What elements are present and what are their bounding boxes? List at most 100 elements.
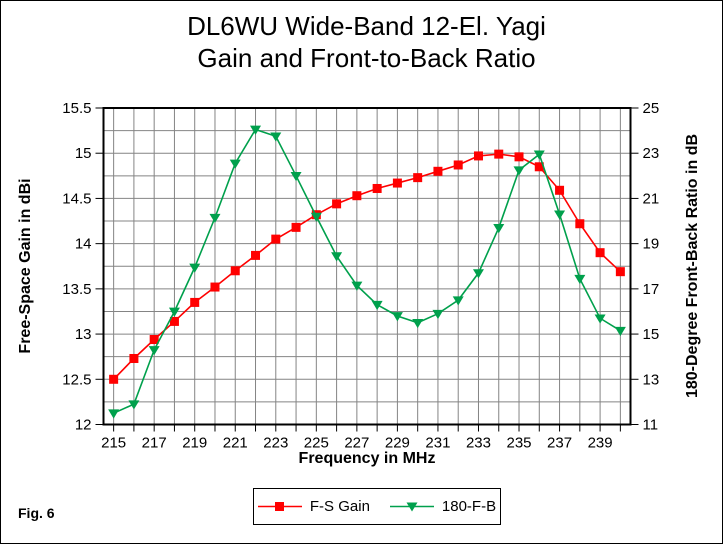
right-tick-label: 13 bbox=[643, 371, 660, 388]
series-1-triangle-marker bbox=[614, 326, 626, 337]
figure-caption: Fig. 6 bbox=[18, 505, 55, 521]
series-0-square-marker bbox=[149, 334, 159, 344]
legend-square-marker bbox=[274, 502, 284, 511]
series-1-triangle-marker bbox=[594, 314, 606, 324]
series-1-triangle-marker bbox=[331, 252, 343, 262]
series-1-triangle-marker bbox=[270, 132, 282, 142]
series-0-square-marker bbox=[555, 185, 565, 195]
chart-title-line-2: Gain and Front-to-Back Ratio bbox=[197, 43, 536, 73]
legend-label-fs-gain: F-S Gain bbox=[309, 498, 370, 515]
series-1-triangle-marker bbox=[493, 224, 505, 234]
series-0-square-marker bbox=[534, 162, 544, 172]
legend: F-S Gain 180-F-B bbox=[253, 488, 501, 525]
square-marker-line-icon bbox=[257, 502, 302, 511]
x-tick-label: 235 bbox=[507, 435, 532, 452]
series-0-square-marker bbox=[433, 166, 443, 176]
series-0-square-marker bbox=[251, 250, 261, 260]
series-0-square-marker bbox=[352, 191, 362, 201]
left-tick-label: 13.5 bbox=[62, 281, 91, 298]
series-1-triangle-marker bbox=[310, 212, 322, 222]
right-tick-label: 25 bbox=[643, 100, 660, 117]
left-tick-label: 12.5 bbox=[62, 371, 91, 388]
left-axis-title: Free-Space Gain in dBi bbox=[17, 178, 34, 354]
series-0-square-marker bbox=[230, 266, 240, 276]
series-0-square-marker bbox=[494, 149, 504, 159]
series-1-triangle-marker bbox=[229, 159, 241, 169]
series-1-triangle-marker bbox=[391, 312, 403, 322]
x-tick-label: 233 bbox=[466, 435, 491, 452]
series-1-triangle-marker bbox=[209, 213, 221, 224]
right-tick-label: 11 bbox=[643, 417, 659, 434]
series-1-triangle-marker bbox=[432, 309, 444, 320]
legend-triangle-marker bbox=[406, 502, 418, 512]
series-1-triangle-marker bbox=[513, 166, 525, 176]
x-tick-label: 215 bbox=[101, 435, 126, 452]
series-1-triangle-marker bbox=[128, 400, 140, 410]
right-tick-label: 21 bbox=[643, 190, 660, 207]
series-0-square-marker bbox=[271, 234, 281, 244]
left-tick-label: 14 bbox=[75, 236, 92, 253]
series-0-square-marker bbox=[190, 297, 200, 307]
triangle-marker-line-icon bbox=[389, 502, 434, 512]
series-1-triangle-marker bbox=[189, 263, 201, 273]
series-1-triangle-marker bbox=[452, 296, 464, 306]
series-1-triangle-marker bbox=[168, 307, 180, 317]
x-axis-title: Frequency in MHz bbox=[298, 450, 436, 467]
series-0-square-marker bbox=[169, 316, 179, 326]
legend-label-180-f-b: 180-F-B bbox=[441, 498, 497, 515]
series-0-square-marker bbox=[129, 353, 139, 363]
right-tick-label: 23 bbox=[643, 145, 660, 162]
series-0-square-marker bbox=[575, 219, 585, 229]
series-1-triangle-marker bbox=[533, 150, 545, 160]
right-axis-title: 180-Degree Front-Back Ratio in dB bbox=[684, 133, 701, 399]
series-1-triangle-marker bbox=[554, 210, 566, 220]
plot-border bbox=[102, 107, 632, 426]
series-0-square-marker bbox=[453, 160, 463, 170]
x-tick-label: 229 bbox=[385, 435, 410, 452]
x-tick-label: 219 bbox=[182, 435, 207, 452]
left-tick-label: 15 bbox=[75, 145, 92, 162]
series-1-triangle-marker bbox=[412, 318, 424, 329]
left-tick-label: 13 bbox=[75, 326, 92, 343]
legend-item-fs-gain: F-S Gain bbox=[257, 498, 370, 515]
right-tick-label: 15 bbox=[643, 326, 660, 343]
series-0-square-marker bbox=[615, 267, 625, 277]
series-1-triangle-marker bbox=[148, 346, 160, 356]
x-tick-label: 221 bbox=[223, 435, 248, 452]
x-tick-label: 239 bbox=[588, 435, 613, 452]
series-0-square-marker bbox=[413, 173, 423, 183]
series-0-square-marker bbox=[332, 199, 342, 209]
x-tick-label: 217 bbox=[142, 435, 167, 452]
series-0-square-marker bbox=[595, 248, 605, 258]
x-tick-label: 225 bbox=[304, 435, 329, 452]
x-tick-label: 231 bbox=[425, 435, 450, 452]
left-tick-label: 14.5 bbox=[62, 190, 91, 207]
series-line-1 bbox=[113, 128, 621, 414]
series-1-triangle-marker bbox=[108, 409, 120, 419]
series-1-triangle-marker bbox=[472, 269, 484, 279]
series-0-square-marker bbox=[473, 151, 483, 161]
chart-title-line-1: DL6WU Wide-Band 12-El. Yagi bbox=[187, 11, 546, 41]
series-1-triangle-marker bbox=[290, 172, 302, 182]
x-tick-label: 223 bbox=[263, 435, 288, 452]
left-tick-label: 12 bbox=[75, 417, 92, 434]
x-tick-label: 227 bbox=[344, 435, 369, 452]
series-0-square-marker bbox=[210, 282, 220, 292]
series-0-square-marker bbox=[372, 183, 382, 193]
series-0-square-marker bbox=[109, 374, 119, 384]
x-tick-label: 237 bbox=[547, 435, 572, 452]
series-0-square-marker bbox=[514, 152, 524, 162]
right-tick-label: 19 bbox=[643, 236, 660, 253]
series-1-triangle-marker bbox=[371, 300, 383, 311]
right-tick-label: 17 bbox=[643, 281, 660, 298]
left-tick-label: 15.5 bbox=[62, 100, 91, 117]
series-1-triangle-marker bbox=[574, 274, 586, 285]
legend-item-180-f-b: 180-F-B bbox=[389, 498, 497, 515]
series-0-square-marker bbox=[291, 222, 301, 232]
chart-title: DL6WU Wide-Band 12-El. Yagi Gain and Fro… bbox=[11, 10, 722, 74]
series-1-triangle-marker bbox=[250, 125, 262, 135]
series-1-triangle-marker bbox=[351, 281, 363, 291]
series-0-square-marker bbox=[392, 178, 402, 188]
